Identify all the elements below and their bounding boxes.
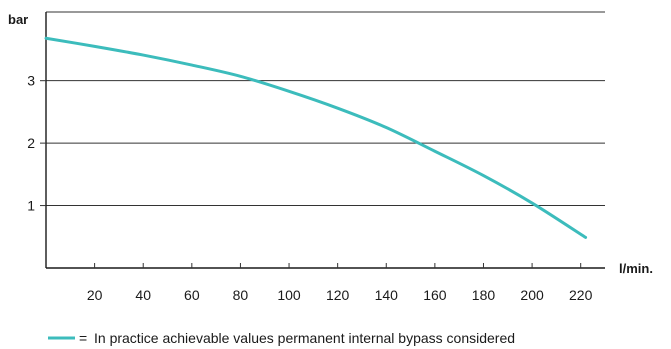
y-axis-label: bar bbox=[8, 12, 28, 27]
x-tick-label-180: 180 bbox=[472, 287, 496, 303]
grid-lines bbox=[46, 11, 605, 207]
axes bbox=[45, 12, 605, 269]
x-tick-label-120: 120 bbox=[326, 287, 350, 303]
y-tick-label-3: 3 bbox=[27, 73, 35, 89]
x-tick-label-140: 140 bbox=[375, 287, 399, 303]
legend-prefix: = bbox=[79, 330, 87, 346]
x-tick-label-220: 220 bbox=[569, 287, 593, 303]
y-tick-label-1: 1 bbox=[27, 198, 35, 214]
x-tick-label-160: 160 bbox=[423, 287, 447, 303]
y-tick-label-2: 2 bbox=[27, 135, 35, 151]
legend-label: In practice achievable values permanent … bbox=[94, 330, 515, 346]
x-tick-label-200: 200 bbox=[520, 287, 544, 303]
x-tick-label-40: 40 bbox=[135, 287, 151, 303]
ticks: 1 2 3 20 40 60 80 100 120 140 160 180 200 220 bbox=[27, 73, 592, 303]
x-tick-label-60: 60 bbox=[184, 287, 200, 303]
series bbox=[44, 36, 588, 239]
x-tick-label-20: 20 bbox=[87, 287, 103, 303]
x-tick-label-80: 80 bbox=[233, 287, 249, 303]
x-tick-label-100: 100 bbox=[277, 287, 301, 303]
series-line-0 bbox=[44, 36, 588, 239]
legend: = In practice achievable values permanen… bbox=[48, 330, 515, 346]
x-axis-label: l/min. bbox=[619, 261, 653, 276]
